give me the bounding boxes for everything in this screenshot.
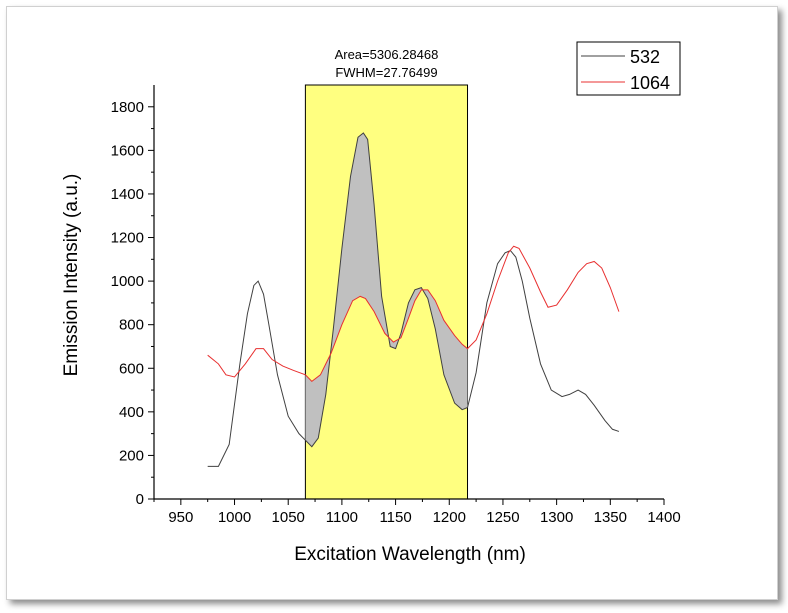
legend-label-532: 532 <box>630 47 660 67</box>
legend: 532 1064 <box>576 41 681 96</box>
highlight-band <box>304 84 469 500</box>
x-tick-label-1300: 1300 <box>540 509 573 526</box>
chart-frame: 0 200 400 600 800 1000 1200 1400 1600 1800 950 1000… <box>6 6 778 600</box>
annotation-line-1: FWHM=27.76499 <box>335 65 437 80</box>
series-line-1064 <box>207 245 620 383</box>
x-tick-label-1200: 1200 <box>433 509 466 526</box>
x-tick-label-1250: 1250 <box>486 509 519 526</box>
highlight-layer <box>304 84 469 500</box>
annotation-layer: Area=5306.28468 FWHM=27.76499 <box>335 47 439 80</box>
x-tick-label-1400: 1400 <box>647 509 680 526</box>
x-tick-label-1000: 1000 <box>218 509 251 526</box>
y-tick-label-400: 400 <box>119 404 144 421</box>
series-line-532 <box>207 132 620 467</box>
y-tick-label-1800: 1800 <box>111 99 144 116</box>
y-tick-label-1600: 1600 <box>111 142 144 159</box>
x-tick-label-1350: 1350 <box>594 509 627 526</box>
x-tick-label-1100: 1100 <box>326 509 358 526</box>
ticks-layer: 0 200 400 600 800 1000 1200 1400 1600 1800 950 1000… <box>111 99 681 526</box>
series-layer <box>207 132 620 467</box>
legend-box <box>576 41 681 96</box>
y-tick-label-1400: 1400 <box>111 186 144 203</box>
y-tick-label-1000: 1000 <box>111 273 144 290</box>
y-axis-title: Emission Intensity (a.u.) <box>61 174 82 377</box>
y-tick-label-800: 800 <box>119 317 144 334</box>
legend-label-1064: 1064 <box>630 73 670 93</box>
x-tick-label-1150: 1150 <box>379 509 411 526</box>
axes-layer <box>153 85 664 500</box>
x-axis-title: Excitation Wavelength (nm) <box>294 544 526 565</box>
y-tick-label-200: 200 <box>119 447 144 464</box>
y-tick-label-600: 600 <box>119 360 144 377</box>
emission-chart: 0 200 400 600 800 1000 1200 1400 1600 1800 950 1000… <box>61 41 681 565</box>
x-tick-label-950: 950 <box>168 509 193 526</box>
x-tick-label-1050: 1050 <box>272 509 305 526</box>
y-tick-label-0: 0 <box>136 491 144 508</box>
annotation-line-0: Area=5306.28468 <box>335 47 439 62</box>
y-tick-label-1200: 1200 <box>111 230 144 247</box>
